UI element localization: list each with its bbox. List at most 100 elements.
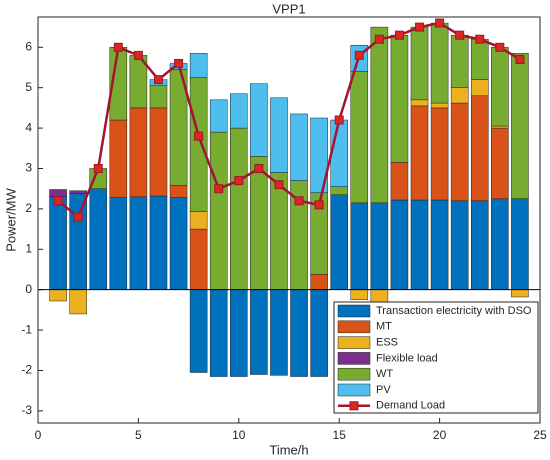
bar xyxy=(511,53,529,200)
bar xyxy=(430,102,449,109)
legend-label: WT xyxy=(376,368,393,380)
bar xyxy=(390,199,409,290)
bar xyxy=(189,211,208,230)
bar xyxy=(450,102,469,202)
bar xyxy=(310,289,328,377)
bar xyxy=(209,99,228,133)
bar xyxy=(89,188,108,290)
legend-swatch xyxy=(337,336,371,349)
line-marker xyxy=(73,212,83,222)
bar xyxy=(109,119,128,198)
bar xyxy=(410,199,429,290)
y-tick-label: -2 xyxy=(21,363,32,377)
y-tick-label: 1 xyxy=(25,241,32,255)
bar xyxy=(129,107,148,198)
bar xyxy=(69,289,87,315)
bar xyxy=(310,117,328,193)
bar xyxy=(450,34,469,88)
bar xyxy=(430,22,449,104)
bar xyxy=(430,199,449,290)
bar xyxy=(230,289,248,377)
line-marker xyxy=(455,30,465,40)
bar xyxy=(491,127,509,200)
bar xyxy=(209,289,228,377)
bar xyxy=(350,289,369,301)
bar xyxy=(230,127,248,290)
x-axis-label: Time/h xyxy=(269,442,308,457)
y-tick-label: 0 xyxy=(25,282,32,296)
chart-title: VPP1 xyxy=(272,1,305,16)
bar xyxy=(149,107,168,197)
plot-frame xyxy=(37,16,541,424)
line-marker xyxy=(133,50,143,60)
line-marker xyxy=(294,196,304,206)
bar xyxy=(350,202,369,290)
bar xyxy=(370,26,389,204)
line-marker xyxy=(415,22,425,32)
bar xyxy=(330,119,348,187)
bar xyxy=(410,26,429,101)
x-tick-label: 15 xyxy=(333,428,347,442)
line-marker xyxy=(314,200,324,210)
bar xyxy=(270,289,288,376)
bar xyxy=(49,196,67,290)
bar xyxy=(149,195,168,290)
line-marker xyxy=(374,34,384,44)
legend-label: ESS xyxy=(376,337,398,349)
bar xyxy=(370,202,389,290)
bar xyxy=(350,71,369,204)
bar xyxy=(169,185,188,198)
line-marker xyxy=(394,30,404,40)
bar xyxy=(450,200,469,290)
bar xyxy=(49,189,67,198)
y-tick-label: 2 xyxy=(25,201,32,215)
bar xyxy=(430,107,449,201)
legend-swatch xyxy=(337,367,371,381)
legend-label: PV xyxy=(376,384,391,396)
y-axis-label: Power/MW xyxy=(3,187,18,251)
bar xyxy=(250,156,268,290)
line-marker xyxy=(354,50,364,60)
bar xyxy=(69,193,87,290)
bar xyxy=(491,198,509,290)
line-marker xyxy=(334,115,344,125)
line-marker xyxy=(113,42,123,52)
y-tick-label: 5 xyxy=(25,80,32,94)
line-marker xyxy=(153,75,163,85)
x-tick-label: 5 xyxy=(135,428,142,442)
line-marker xyxy=(254,163,264,173)
bar xyxy=(270,97,288,173)
line-marker xyxy=(435,18,445,28)
bar xyxy=(189,289,208,373)
y-tick-label: 6 xyxy=(25,39,32,53)
bar xyxy=(470,79,489,97)
bar xyxy=(290,113,308,181)
bar xyxy=(470,200,489,290)
x-tick-label: 0 xyxy=(35,428,42,442)
bar xyxy=(149,85,168,109)
bar xyxy=(209,131,228,290)
line-marker xyxy=(214,184,224,194)
legend-label: Flexible load xyxy=(376,352,438,364)
legend: Transaction electricity with DSO MT ESS Fle… xyxy=(333,301,539,414)
bar xyxy=(511,198,529,290)
bar xyxy=(290,289,308,377)
line-marker xyxy=(475,34,485,44)
legend-label: Demand Load xyxy=(376,400,445,412)
bar xyxy=(390,34,409,163)
bar xyxy=(410,105,429,201)
legend-swatch xyxy=(337,320,371,334)
legend-swatch xyxy=(337,304,371,318)
y-tick-label: -1 xyxy=(21,322,32,336)
bar xyxy=(330,186,348,196)
x-tick-label: 20 xyxy=(433,428,447,442)
legend-label: MT xyxy=(376,321,392,333)
bar xyxy=(169,197,188,290)
bar xyxy=(189,228,208,290)
line-marker xyxy=(53,196,63,206)
bar xyxy=(230,93,248,129)
bar xyxy=(109,197,128,290)
bar xyxy=(450,87,469,104)
bar xyxy=(250,83,268,157)
